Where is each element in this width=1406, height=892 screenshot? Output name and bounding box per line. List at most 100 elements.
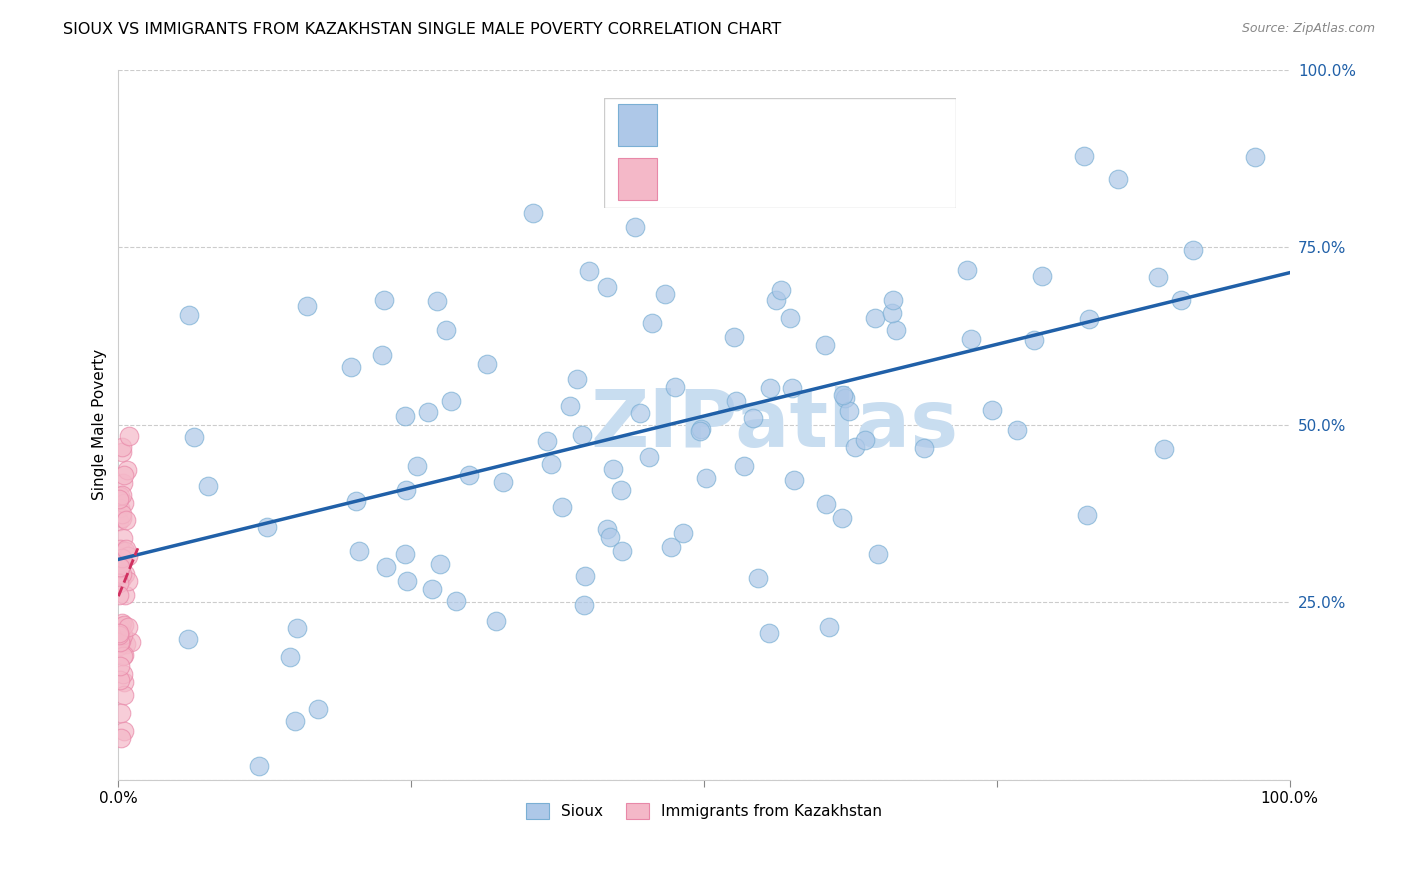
Point [782,381,804,395]
Point [602,462,624,476]
Point [960,332,983,346]
Point [112,475,135,490]
Point [1005,423,1028,437]
Point [112,675,135,690]
Point [108,627,131,641]
Point [759,381,782,395]
Point [536,434,558,448]
Point [599,530,621,544]
Point [868,548,890,562]
Point [578,264,600,278]
Point [370,348,392,362]
Point [1170,293,1192,307]
Point [107,628,129,642]
Point [344,494,367,508]
Text: Source: ZipAtlas.com: Source: ZipAtlas.com [1241,22,1375,36]
Point [818,620,841,634]
Point [197,478,219,492]
Point [120,634,142,648]
Point [114,566,136,581]
Point [112,688,135,702]
Point [834,391,856,405]
Point [111,571,134,585]
Point [492,475,515,489]
Point [117,574,139,588]
Point [1107,171,1129,186]
Point [1078,312,1101,326]
Point [416,405,439,419]
Point [426,293,449,308]
Point [117,620,139,634]
Point [574,568,596,582]
Point [278,650,301,665]
Point [596,523,619,537]
Point [429,558,451,572]
Point [574,598,596,612]
Point [981,402,1004,417]
Point [247,758,270,772]
Point [108,555,131,569]
Point [110,618,132,632]
Point [664,380,686,394]
Point [882,293,904,307]
Point [374,559,396,574]
Point [108,576,131,591]
Point [115,513,138,527]
Point [641,316,664,330]
Point [108,623,131,637]
Point [115,542,138,557]
Point [284,714,307,729]
Point [108,560,131,574]
Point [110,673,132,687]
Point [458,467,481,482]
Point [596,280,619,294]
Point [1031,268,1053,283]
Point [111,628,134,642]
Point [114,544,136,558]
Point [114,588,136,602]
Point [770,283,793,297]
Point [648,178,671,192]
Point [1146,269,1168,284]
Point [638,450,661,464]
Point [485,614,508,628]
Point [565,372,588,386]
Point [108,568,131,582]
Point [108,489,131,503]
Point [434,323,457,337]
Point [540,457,562,471]
Point [758,625,780,640]
Point [108,634,131,648]
Point [420,582,443,596]
Point [114,618,136,632]
Point [782,473,804,487]
Point [177,632,200,646]
Point [610,483,633,497]
Point [118,429,141,443]
Point [110,631,132,645]
Point [814,338,837,352]
Point [108,589,131,603]
Point [690,422,713,436]
Point [733,458,755,473]
Point [956,263,979,277]
Point [394,547,416,561]
Point [1243,150,1265,164]
Point [111,648,134,663]
Point [814,497,837,511]
Point [110,706,132,721]
Point [108,640,131,654]
Point [765,293,787,308]
Point [339,360,361,375]
Point [115,463,138,477]
Point [440,393,463,408]
Point [1073,149,1095,163]
Point [347,544,370,558]
Point [111,667,134,681]
Point [112,468,135,483]
Point [108,491,131,506]
Point [111,510,134,524]
Point [832,388,855,402]
Point [863,310,886,325]
Point [853,433,876,447]
